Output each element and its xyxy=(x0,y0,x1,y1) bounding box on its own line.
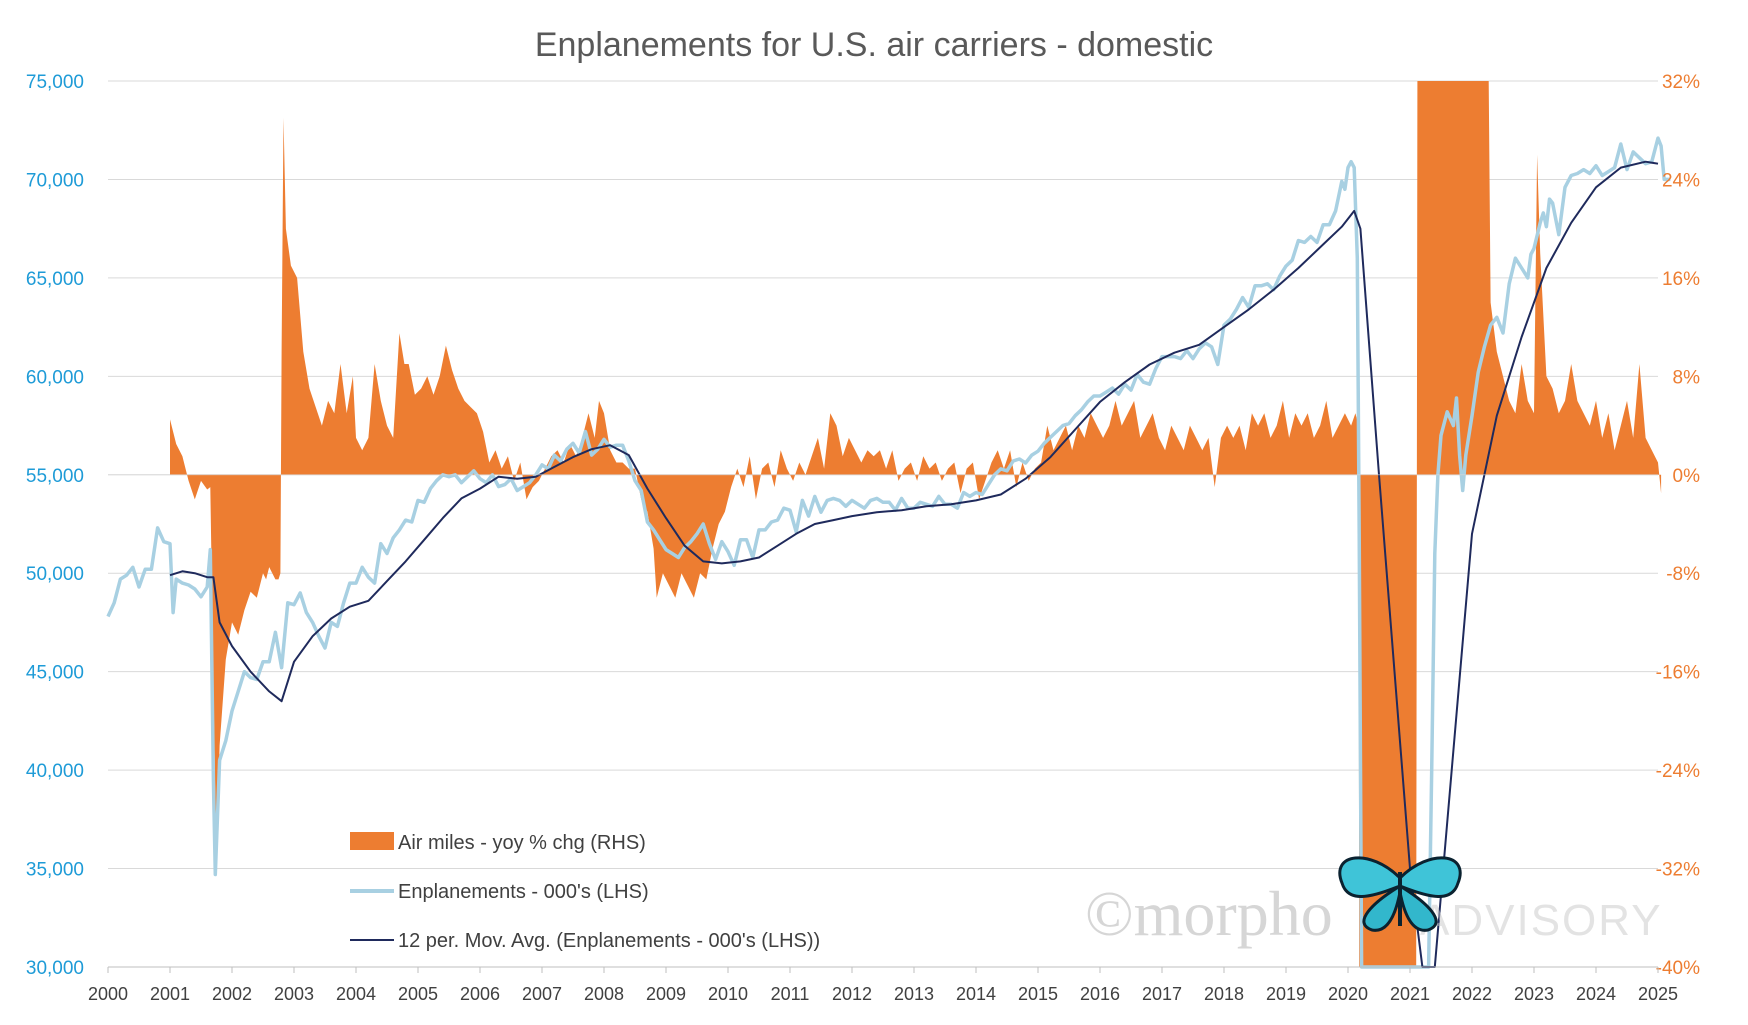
x-tick-label: 2001 xyxy=(150,984,190,1004)
right-tick-label: 32% xyxy=(1662,72,1700,93)
x-tick-label: 2011 xyxy=(771,984,810,1004)
line-series-group xyxy=(106,136,1671,969)
right-tick-label: 24% xyxy=(1662,170,1700,191)
moving-average-line xyxy=(169,160,1659,968)
x-tick-label: 2012 xyxy=(832,984,872,1004)
legend-label-enplanements: Enplanements - 000's (LHS) xyxy=(398,881,649,903)
x-tick-label: 2019 xyxy=(1266,984,1306,1004)
x-tick-label: 2017 xyxy=(1142,984,1182,1004)
left-tick-label: 75,000 xyxy=(26,72,84,93)
watermark-text: ©morpho xyxy=(1085,878,1333,949)
chart-title: Enplanements for U.S. air carriers - dom… xyxy=(535,26,1213,64)
right-tick-label: -16% xyxy=(1656,663,1700,684)
x-tick-label: 2016 xyxy=(1080,984,1120,1004)
x-axis-ticks: 2000 2001 2002 2003 2004 2005 2006 2007 2008 2009… xyxy=(88,966,1678,1004)
right-tick-label: -8% xyxy=(1666,564,1700,585)
left-tick-label: 45,000 xyxy=(26,663,84,684)
x-tick-label: 2022 xyxy=(1452,984,1492,1004)
x-tick-label: 2007 xyxy=(522,984,562,1004)
left-tick-label: 30,000 xyxy=(26,958,84,979)
x-tick-label: 2021 xyxy=(1390,984,1430,1004)
left-tick-label: 35,000 xyxy=(26,860,84,881)
left-tick-label: 65,000 xyxy=(26,269,84,290)
right-tick-label: -32% xyxy=(1656,860,1700,881)
right-axis-ticks: -40% -32% -24% -16% -8% 0% 8% 16% 24% 32% xyxy=(1656,72,1700,979)
left-axis-ticks: 30,000 35,000 40,000 45,000 50,000 55,000 60,0… xyxy=(26,72,84,979)
watermark: ©morpho ADVISORY xyxy=(1085,878,1663,949)
yoy-area-series xyxy=(170,81,1662,967)
right-tick-label: 0% xyxy=(1673,466,1701,487)
x-tick-label: 2015 xyxy=(1018,984,1058,1004)
x-tick-label: 2020 xyxy=(1328,984,1368,1004)
left-tick-label: 55,000 xyxy=(26,466,84,487)
legend-label-air-miles: Air miles - yoy % chg (RHS) xyxy=(398,832,646,854)
x-tick-label: 2008 xyxy=(584,984,624,1004)
yoy-area xyxy=(170,81,1662,967)
left-tick-label: 70,000 xyxy=(26,170,84,191)
x-tick-label: 2023 xyxy=(1514,984,1554,1004)
x-tick-label: 2018 xyxy=(1204,984,1244,1004)
x-tick-label: 2025 xyxy=(1638,984,1678,1004)
right-tick-label: -24% xyxy=(1656,761,1700,782)
enplanements-line xyxy=(106,136,1671,969)
x-tick-label: 2010 xyxy=(708,984,748,1004)
left-tick-label: 40,000 xyxy=(26,761,84,782)
x-tick-label: 2014 xyxy=(956,984,996,1004)
right-tick-label: 8% xyxy=(1673,367,1701,388)
legend: Air miles - yoy % chg (RHS) Enplanements… xyxy=(350,832,820,952)
butterfly-icon xyxy=(1338,856,1462,932)
right-tick-label: 16% xyxy=(1662,269,1700,290)
x-tick-label: 2003 xyxy=(274,984,314,1004)
right-tick-label: -40% xyxy=(1656,958,1700,979)
x-tick-label: 2006 xyxy=(460,984,500,1004)
x-tick-label: 2002 xyxy=(212,984,252,1004)
watermark-advisory-text: ADVISORY xyxy=(1420,896,1663,945)
x-tick-label: 2000 xyxy=(88,984,128,1004)
x-tick-label: 2009 xyxy=(646,984,686,1004)
x-tick-label: 2024 xyxy=(1576,984,1616,1004)
x-tick-label: 2013 xyxy=(894,984,934,1004)
legend-swatch-air-miles xyxy=(350,832,394,850)
left-tick-label: 50,000 xyxy=(26,564,84,585)
left-tick-label: 60,000 xyxy=(26,367,84,388)
legend-label-moving-average: 12 per. Mov. Avg. (Enplanements - 000's … xyxy=(398,930,820,952)
x-tick-label: 2005 xyxy=(398,984,438,1004)
x-tick-label: 2004 xyxy=(336,984,376,1004)
